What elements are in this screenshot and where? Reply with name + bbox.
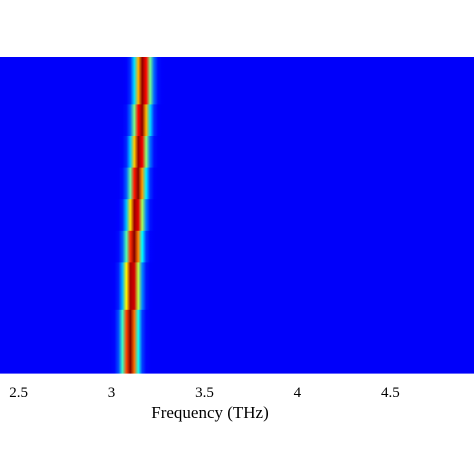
- heatmap-row-20: [0, 357, 474, 374]
- heatmap-row-12: [0, 230, 474, 248]
- heatmap-row-19: [0, 341, 474, 358]
- heatmap-row-2: [0, 72, 474, 90]
- x-tick-label: 3.5: [195, 385, 214, 401]
- x-tick-label: 2.5: [9, 385, 28, 401]
- heatmap-row-14: [0, 262, 474, 279]
- heatmap-row-8: [0, 167, 474, 184]
- heatmap-row-6: [0, 136, 474, 153]
- heatmap-row-3: [0, 88, 474, 105]
- heatmap-row-16: [0, 294, 474, 311]
- x-tick-label: 4.5: [381, 385, 400, 401]
- x-axis-ticks: 2.5 3 3.5 4 4.5: [9, 385, 400, 401]
- x-tick-label: 3: [108, 385, 116, 401]
- heatmap-row-4: [0, 104, 474, 121]
- heatmap-row-15: [0, 278, 474, 295]
- heatmap-row-17: [0, 309, 474, 327]
- heatmap-row-13: [0, 246, 474, 263]
- x-tick-label: 4: [294, 385, 302, 401]
- heatmap-row-18: [0, 325, 474, 342]
- heatmap-row-7: [0, 151, 474, 169]
- heatmap-row-1: [0, 57, 474, 74]
- heatmap-row-9: [0, 183, 474, 200]
- x-axis-label: Frequency (THz): [151, 403, 269, 422]
- heatmap-row-10: [0, 199, 474, 216]
- heatmap-rows: [0, 57, 474, 374]
- heatmap-row-5: [0, 120, 474, 137]
- heatmap-row-11: [0, 215, 474, 232]
